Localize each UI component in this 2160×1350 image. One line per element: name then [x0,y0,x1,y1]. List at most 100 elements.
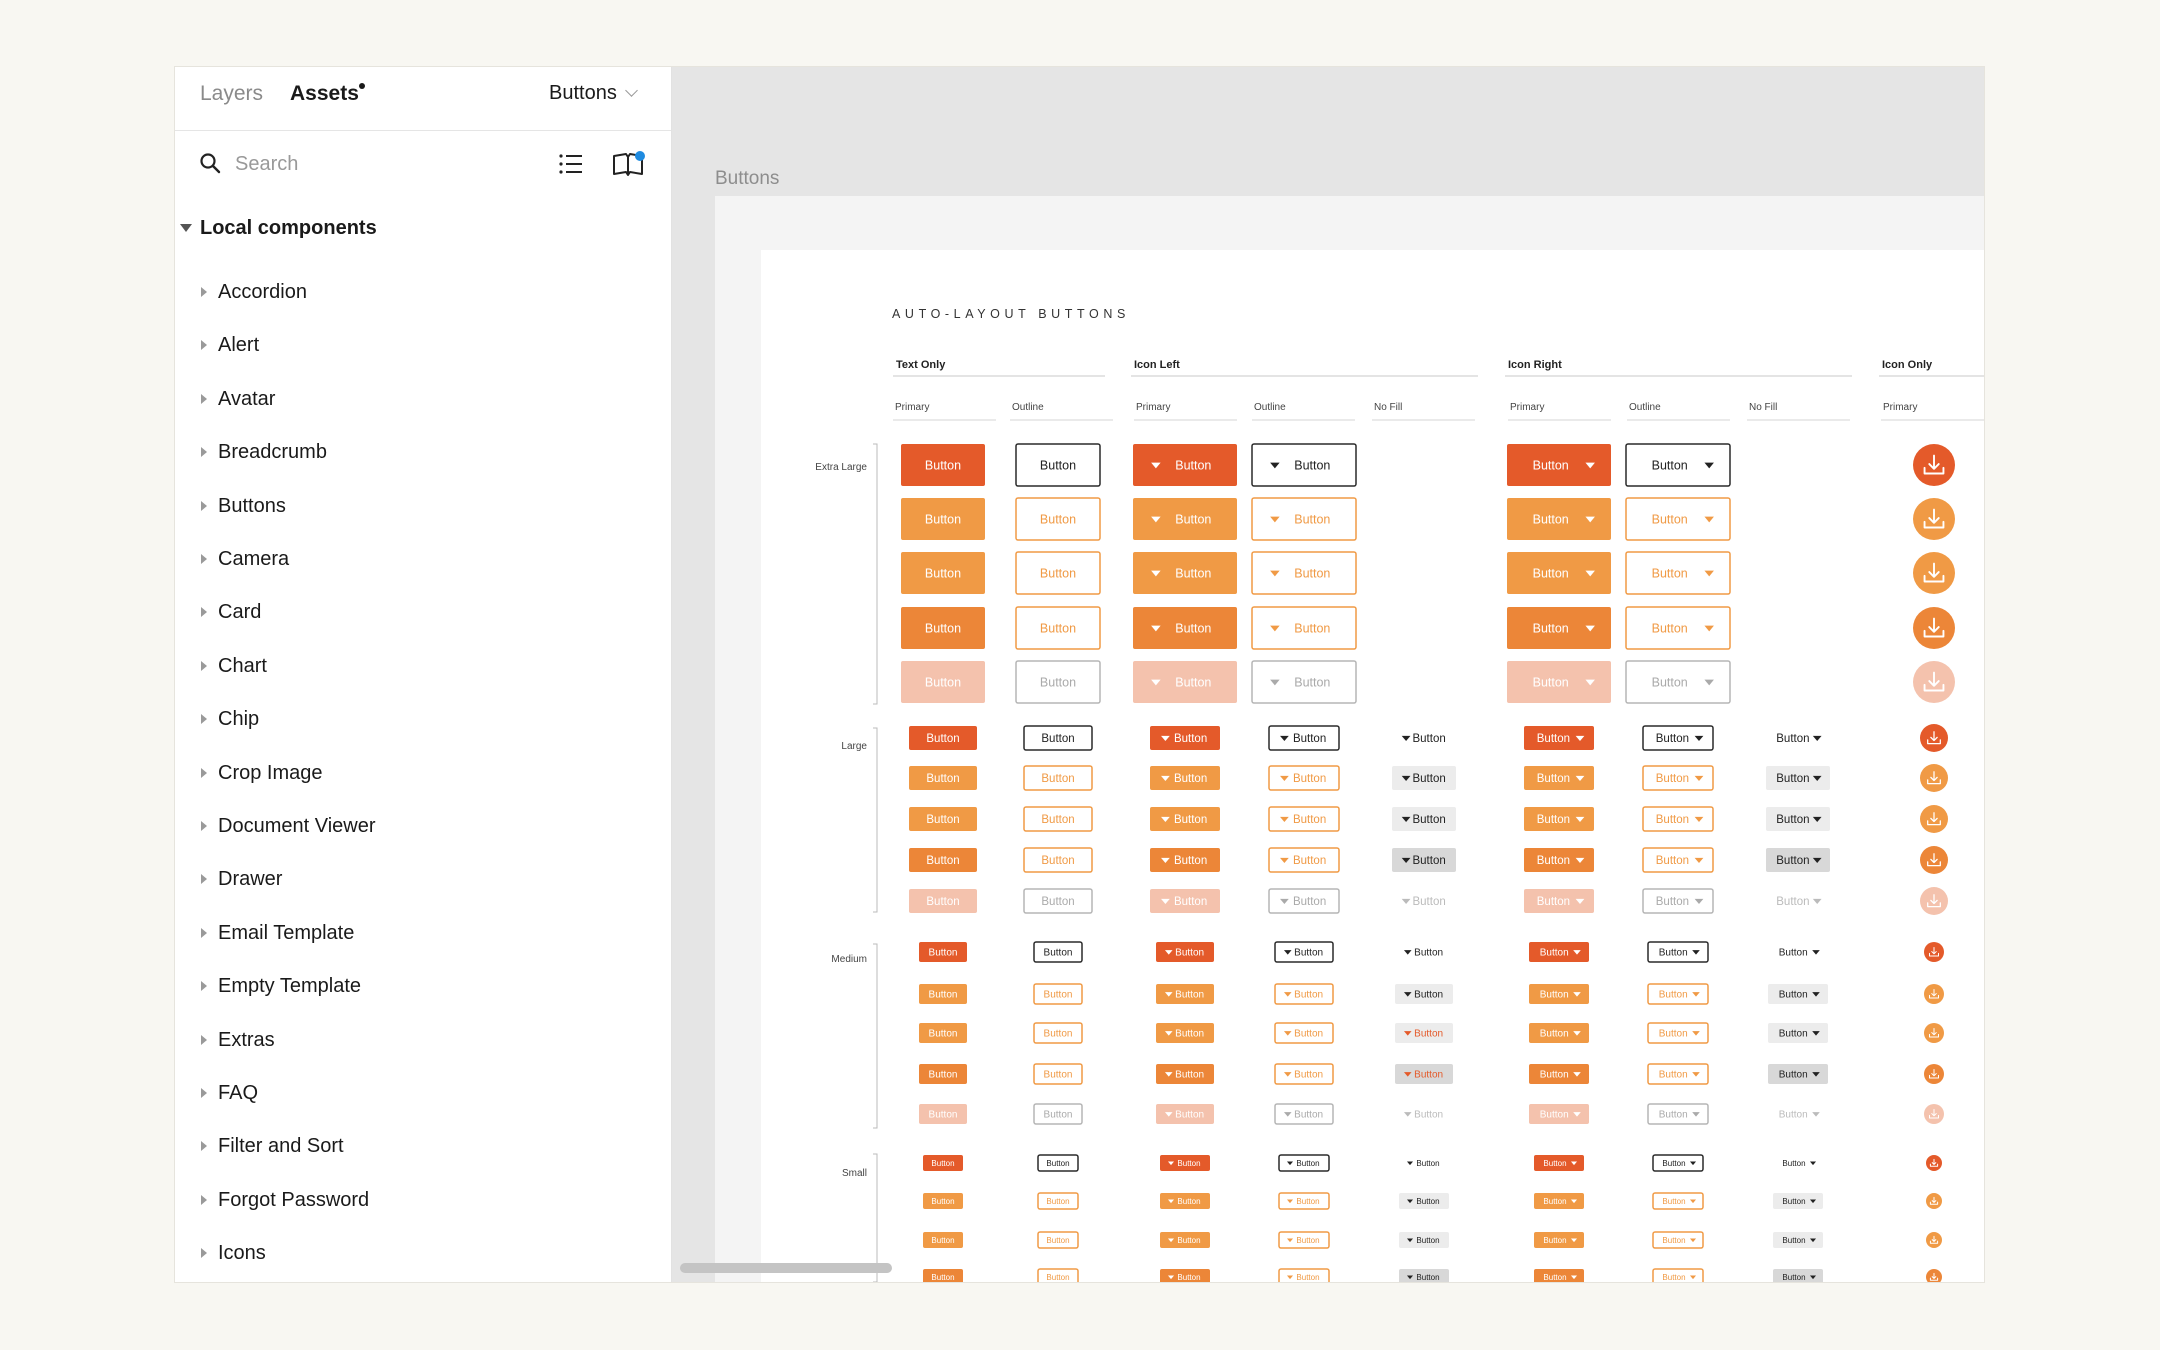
caret-right-icon[interactable] [201,1248,207,1259]
button-rect [1251,551,1357,595]
button-label: Button [1041,814,1074,826]
caret-down-icon [1403,992,1412,997]
button-label: Button [1294,513,1330,527]
component-item-email-template[interactable]: Email Template [201,919,641,951]
caret-right-icon[interactable] [201,927,207,938]
button-label: Button [1776,773,1809,785]
tab-layers[interactable]: Layers [200,82,264,105]
button-rect [1392,848,1456,872]
component-item-filter-and-sort[interactable]: Filter and Sort [201,1132,641,1164]
button-rect [1524,807,1594,831]
caret-down-icon [1570,1238,1578,1243]
caret-right-icon[interactable] [201,1088,207,1098]
caret-down-icon [1812,1072,1820,1077]
component-item-label: Avatar [218,387,276,410]
caret-down-icon [1286,1161,1294,1166]
component-item-camera[interactable]: Camera [201,545,641,577]
button-rect [1274,983,1334,1005]
caret-down-icon [1283,1112,1292,1117]
library-book-icon[interactable] [612,150,646,178]
caret-down-icon [1401,816,1411,823]
caret-right-icon[interactable] [201,447,207,458]
caret-right-icon[interactable] [201,340,207,351]
button-label: Button [1659,1029,1688,1040]
page-select[interactable]: Buttons [549,82,638,105]
button-label: Button [1776,814,1809,826]
caret-right-icon[interactable] [201,1034,207,1045]
search-input[interactable] [233,149,487,179]
button-label: Button [1044,1110,1073,1121]
component-item-faq[interactable]: FAQ [201,1079,641,1111]
button-rect [1399,1193,1449,1209]
button-label: Button [929,1029,958,1040]
caret-down-icon [1286,1275,1294,1280]
component-item-avatar[interactable]: Avatar [201,385,641,417]
caret-down-icon [1403,1031,1412,1036]
caret-right-icon[interactable] [201,821,207,831]
button-label: Button [1652,567,1688,581]
horizontal-scrollbar[interactable] [680,1263,892,1273]
component-item-buttons[interactable]: Buttons [201,492,641,524]
component-item-empty-template[interactable]: Empty Template [201,972,641,1004]
component-item-label: Chip [218,708,260,731]
component-item-crop-image[interactable]: Crop Image [201,759,641,791]
component-item-breadcrumb[interactable]: Breadcrumb [201,438,641,470]
caret-right-icon[interactable] [201,607,207,618]
component-item-card[interactable]: Card [201,598,641,630]
button-rect [1278,1268,1330,1282]
frame-label[interactable]: Buttons [715,168,780,189]
button-rect [1529,984,1589,1004]
button-rect [1274,941,1334,963]
caret-right-icon[interactable] [201,393,207,404]
component-item-forgot-password[interactable]: Forgot Password [201,1186,641,1218]
button-rect [1278,1231,1330,1249]
button-label: Button [1662,1236,1685,1245]
button-rect [1274,1103,1334,1125]
group-label: Icon Left [1134,359,1180,371]
caret-down-icon[interactable] [180,224,192,232]
component-item-accordion[interactable]: Accordion [201,278,641,310]
button-label: Button [1540,1110,1569,1121]
component-item-chart[interactable]: Chart [201,652,641,684]
tab-assets[interactable]: Assets [290,82,359,105]
caret-right-icon[interactable] [201,500,207,511]
local-components-heading[interactable]: Local components [200,217,377,239]
component-item-label: Breadcrumb [218,441,327,464]
caret-down-icon [1694,857,1704,864]
design-canvas[interactable]: Buttons AUTO-LAYOUT BUTTONS Text Only Icon… [672,67,1984,1282]
caret-right-icon[interactable] [201,767,207,778]
button-rect [1642,806,1714,832]
component-item-label: Extras [218,1028,275,1051]
caret-down-icon [1403,950,1412,955]
button-label: Button [1175,1110,1204,1121]
component-item-document-viewer[interactable]: Document Viewer [201,812,641,844]
download-icon [1929,1028,1939,1038]
button-label: Button [1175,459,1211,473]
caret-down-icon [1812,898,1822,905]
button-rect [1625,606,1731,650]
subgroup-label: No Fill [1749,402,1777,413]
caret-down-icon [1401,898,1411,905]
button-label: Button [1296,1236,1319,1245]
download-icon [1923,454,1945,475]
component-item-chip[interactable]: Chip [201,705,641,737]
caret-right-icon[interactable] [201,287,207,297]
caret-down-icon [1151,570,1161,577]
component-item-icons[interactable]: Icons [201,1239,641,1271]
button-rect [1647,1022,1709,1044]
button-label: Button [1412,855,1445,867]
button-rect [909,889,977,913]
component-item-drawer[interactable]: Drawer [201,865,641,897]
caret-right-icon[interactable] [201,981,207,992]
caret-right-icon[interactable] [201,554,207,564]
caret-right-icon[interactable] [201,714,207,725]
caret-down-icon [1692,1072,1700,1077]
component-item-alert[interactable]: Alert [201,331,641,363]
caret-right-icon[interactable] [201,1141,207,1152]
caret-right-icon[interactable] [201,660,207,671]
component-item-extras[interactable]: Extras [201,1026,641,1058]
caret-right-icon[interactable] [201,874,207,885]
list-view-icon[interactable] [558,152,584,176]
button-rect [1652,1231,1704,1249]
caret-right-icon[interactable] [201,1194,207,1205]
